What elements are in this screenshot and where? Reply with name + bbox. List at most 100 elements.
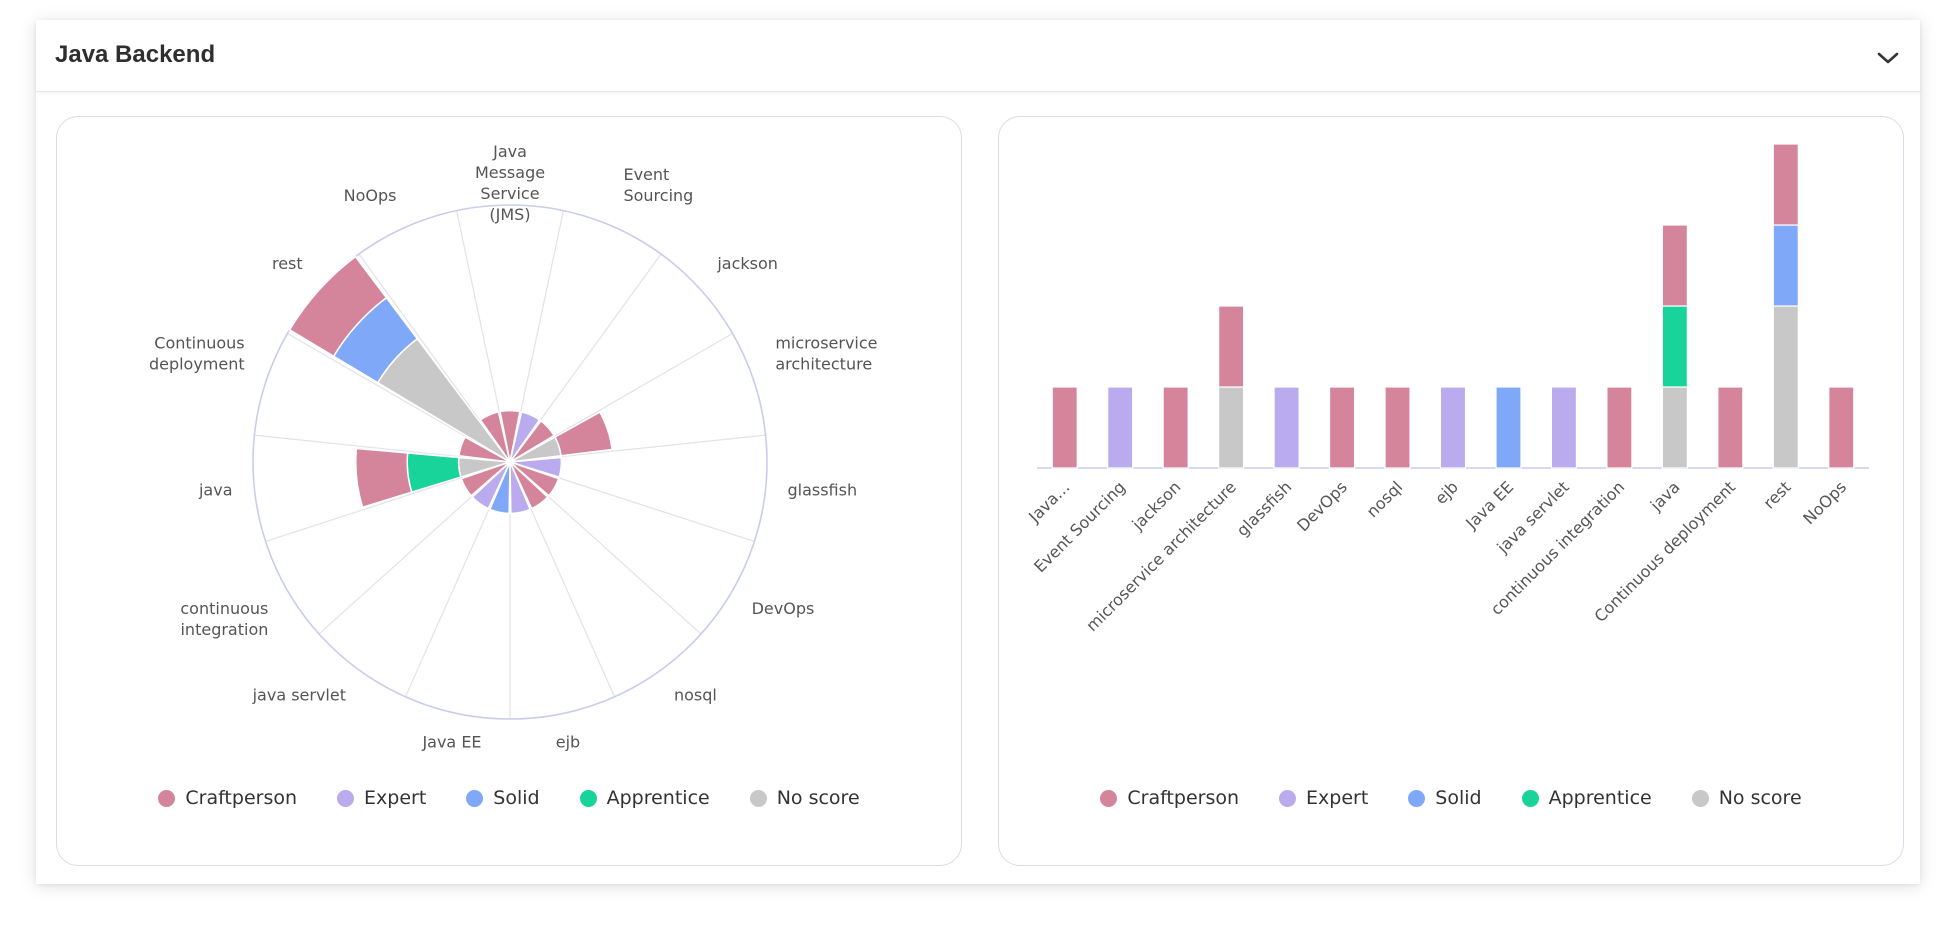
- bar-segment-craftperson[interactable]: [1828, 386, 1855, 469]
- polar-segment-craftperson[interactable]: [509, 461, 549, 510]
- legend-item-expert[interactable]: Expert: [337, 787, 426, 809]
- polar-axis-label: java: [198, 480, 233, 499]
- polar-segment-craftperson[interactable]: [288, 255, 388, 358]
- legend-item-no-score[interactable]: No score: [749, 787, 860, 809]
- bar-segment-solid[interactable]: [1772, 224, 1799, 307]
- polar-segment-craftperson[interactable]: [509, 419, 556, 463]
- legend-item-solid[interactable]: Solid: [1408, 787, 1482, 809]
- legend-swatch: [466, 789, 484, 807]
- legend-label: Solid: [493, 787, 540, 809]
- legend-item-craftperson[interactable]: Craftperson: [1100, 787, 1239, 809]
- polar-segment-expert[interactable]: [509, 461, 532, 515]
- x-tick-label: glassfish: [1233, 477, 1296, 540]
- legend-swatch: [1279, 789, 1297, 807]
- legend-item-craftperson[interactable]: Craftperson: [158, 787, 297, 809]
- legend-label: Craftperson: [185, 787, 298, 809]
- bar-segment-craftperson[interactable]: [1218, 305, 1245, 388]
- bar-chart-panel: Java… Event Sourcing jackson microservice a…: [998, 116, 1904, 866]
- polar-axis-label: Java Message Service (JMS): [475, 142, 545, 224]
- legend-item-expert[interactable]: Expert: [1279, 787, 1368, 809]
- polar-axis-label: NoOps: [344, 186, 397, 205]
- polar-chart-legend: Craftperson Expert Solid Apprentice No score: [57, 787, 961, 809]
- bar-segment-craftperson[interactable]: [1162, 386, 1189, 469]
- polar-segment-craftperson[interactable]: [553, 411, 613, 457]
- x-tick-label: Java…: [1024, 477, 1073, 526]
- legend-swatch: [1521, 789, 1539, 807]
- legend-label: No score: [776, 787, 860, 809]
- polar-segment-craftperson[interactable]: [479, 411, 511, 463]
- x-tick-label: ejb: [1431, 477, 1462, 508]
- polar-segment-craftperson[interactable]: [509, 461, 560, 497]
- legend-item-apprentice[interactable]: Apprentice: [579, 787, 710, 809]
- legend-item-apprentice[interactable]: Apprentice: [1521, 787, 1652, 809]
- bar-segment-no-score[interactable]: [1772, 305, 1799, 469]
- legend-label: Expert: [364, 787, 427, 809]
- x-tick-label: nosql: [1363, 477, 1407, 521]
- x-tick-label: rest: [1759, 477, 1794, 512]
- polar-axis-label: Continuous deployment: [149, 333, 245, 373]
- polar-axis-label: glassfish: [787, 480, 857, 499]
- x-tick-label: NoOps: [1799, 477, 1850, 528]
- bar-segment-no-score[interactable]: [1218, 386, 1245, 469]
- legend-label: Apprentice: [606, 787, 710, 809]
- legend-label: Apprentice: [1548, 787, 1652, 809]
- bar-segment-craftperson[interactable]: [1772, 143, 1799, 226]
- x-tick-label: java: [1646, 477, 1684, 515]
- bar-segment-craftperson[interactable]: [1384, 386, 1411, 469]
- card-header[interactable]: Java Backend: [36, 20, 1920, 92]
- legend-swatch: [1408, 789, 1426, 807]
- polar-outer-ring: [252, 204, 768, 720]
- polar-axis-label: rest: [272, 254, 303, 273]
- legend-label: Solid: [1435, 787, 1482, 809]
- bar-segment-craftperson[interactable]: [1717, 386, 1744, 469]
- polar-segment-solid[interactable]: [488, 461, 511, 515]
- x-tick-label: jackson: [1128, 477, 1185, 534]
- bar-segment-craftperson[interactable]: [1328, 386, 1356, 469]
- polar-segment-expert[interactable]: [509, 411, 541, 463]
- polar-axis-label: Event Sourcing: [623, 165, 693, 205]
- card-title: Java Backend: [55, 41, 216, 68]
- polar-segment-expert[interactable]: [509, 456, 563, 478]
- legend-label: No score: [1718, 787, 1802, 809]
- bar-segment-craftperson[interactable]: [1661, 224, 1688, 307]
- bar-segment-expert[interactable]: [1273, 386, 1300, 469]
- polar-axis-label: ejb: [556, 733, 580, 752]
- legend-swatch: [749, 789, 767, 807]
- legend-swatch: [1691, 789, 1709, 807]
- bar-segment-no-score[interactable]: [1661, 386, 1688, 469]
- bar-segment-expert[interactable]: [1550, 386, 1578, 469]
- bar-segment-apprentice[interactable]: [1661, 305, 1688, 388]
- bar-segment-solid[interactable]: [1495, 386, 1522, 469]
- legend-label: Craftperson: [1127, 787, 1240, 809]
- x-tick-label: DevOps: [1293, 477, 1351, 535]
- polar-segment-craftperson[interactable]: [460, 461, 511, 497]
- polar-axis-label: nosql: [674, 685, 717, 704]
- polar-segment-craftperson[interactable]: [499, 409, 521, 463]
- chevron-down-icon: [1877, 52, 1899, 64]
- bar-segment-craftperson[interactable]: [1051, 386, 1078, 469]
- collapse-button[interactable]: [1872, 42, 1904, 74]
- polar-chart-panel: Java Message Service (JMS) Event Sourcing jack…: [56, 116, 962, 866]
- polar-axis-label: java servlet: [252, 685, 346, 704]
- skill-card: Java Backend Java Message Service (JMS) Even…: [36, 20, 1920, 884]
- polar-chart: Java Message Service (JMS) Event Sourcing jack…: [149, 142, 878, 752]
- bar-segment-expert[interactable]: [1439, 386, 1467, 469]
- polar-segment-expert[interactable]: [471, 461, 511, 510]
- polar-axis-label: Java EE: [421, 733, 481, 752]
- polar-axis-label: continuous integration: [180, 599, 268, 639]
- legend-swatch: [1100, 789, 1118, 807]
- legend-swatch: [337, 789, 355, 807]
- legend-item-solid[interactable]: Solid: [466, 787, 540, 809]
- polar-segment-craftperson[interactable]: [458, 436, 511, 463]
- legend-item-no-score[interactable]: No score: [1691, 787, 1802, 809]
- x-tick-label: Java EE: [1461, 477, 1517, 533]
- bar-segment-expert[interactable]: [1107, 386, 1134, 469]
- legend-swatch: [158, 789, 176, 807]
- polar-axis-label: DevOps: [752, 599, 815, 618]
- bar-segment-craftperson[interactable]: [1606, 386, 1633, 469]
- polar-segment-craftperson[interactable]: [355, 447, 413, 509]
- legend-label: Expert: [1306, 787, 1369, 809]
- polar-axis-label: jackson: [716, 254, 778, 273]
- legend-swatch: [579, 789, 597, 807]
